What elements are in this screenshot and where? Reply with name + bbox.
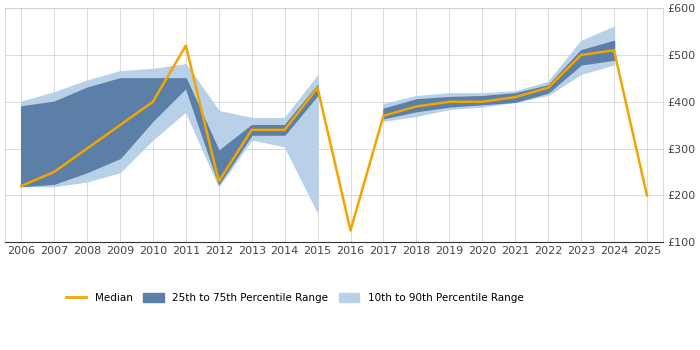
Legend: Median, 25th to 75th Percentile Range, 10th to 90th Percentile Range: Median, 25th to 75th Percentile Range, 1… [62, 289, 528, 307]
